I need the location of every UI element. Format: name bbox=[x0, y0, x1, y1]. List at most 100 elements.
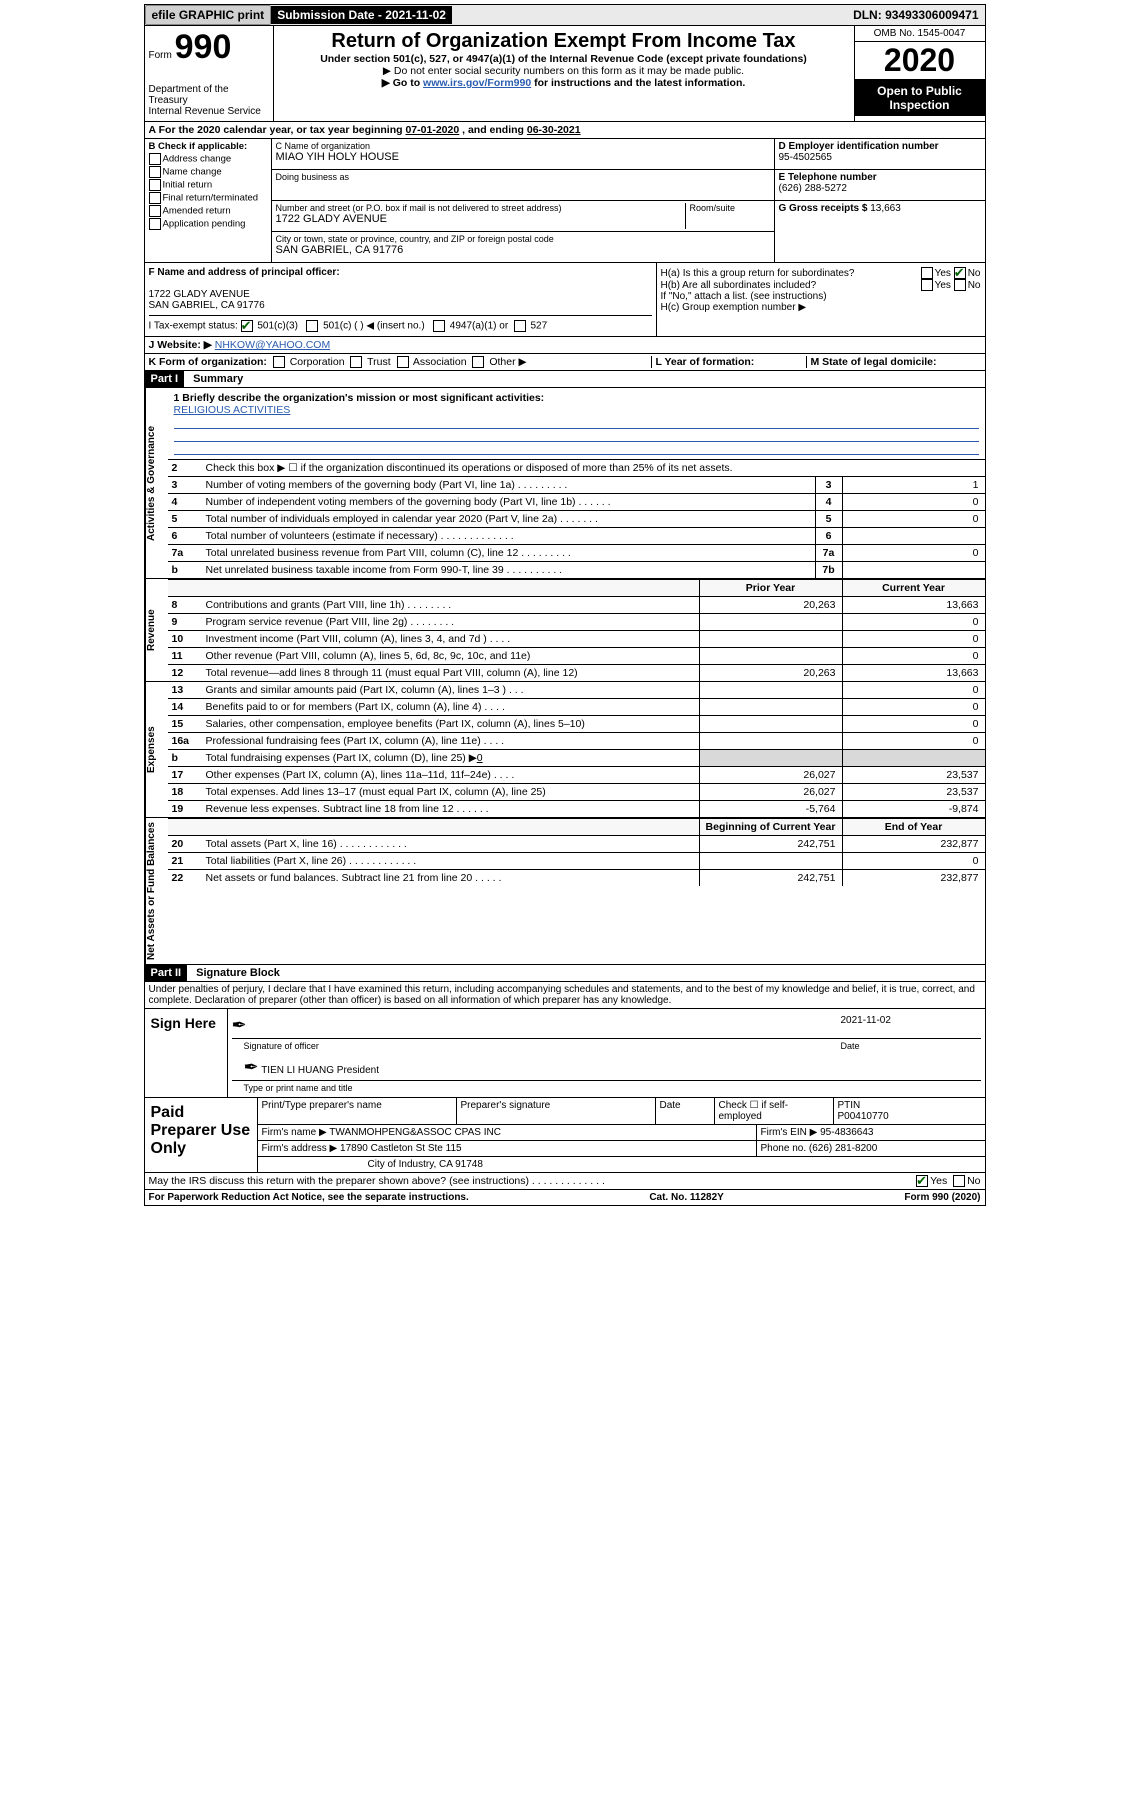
tax-year: 2020 bbox=[855, 42, 985, 80]
tel-label: E Telephone number bbox=[779, 172, 877, 183]
public-inspection: Open to Public Inspection bbox=[855, 80, 985, 116]
firm-name-label: Firm's name ▶ bbox=[262, 1127, 330, 1138]
cb-final-return[interactable]: Final return/terminated bbox=[149, 192, 267, 204]
discuss-text: May the IRS discuss this return with the… bbox=[149, 1175, 917, 1187]
website-link[interactable]: NHKOW@YAHOO.COM bbox=[215, 339, 330, 351]
form-number: 990 bbox=[175, 28, 232, 66]
room-label: Room/suite bbox=[690, 203, 770, 213]
box-m-label: M State of legal domicile: bbox=[811, 356, 937, 368]
firm-addr1: 17890 Castleton St Ste 115 bbox=[340, 1143, 462, 1154]
gross-label: G Gross receipts $ bbox=[779, 203, 871, 214]
name-title-label: Type or print name and title bbox=[232, 1083, 981, 1093]
cb-4947[interactable] bbox=[433, 320, 445, 332]
form-title: Return of Organization Exempt From Incom… bbox=[278, 30, 850, 53]
line-22: Net assets or fund balances. Subtract li… bbox=[202, 870, 699, 886]
footer-mid: Cat. No. 11282Y bbox=[649, 1192, 723, 1203]
cb-trust[interactable] bbox=[350, 356, 362, 368]
cb-hb-yes[interactable] bbox=[921, 279, 933, 291]
ptin-label: PTIN bbox=[838, 1100, 861, 1111]
firm-name: TWANMOHPENG&ASSOC CPAS INC bbox=[329, 1127, 501, 1138]
city-value: SAN GABRIEL, CA 91776 bbox=[276, 244, 770, 256]
cb-501c-other[interactable] bbox=[306, 320, 318, 332]
line-16b: Total fundraising expenses (Part IX, col… bbox=[202, 750, 699, 766]
firm-addr-label: Firm's address ▶ bbox=[262, 1143, 341, 1154]
cb-app-pending[interactable]: Application pending bbox=[149, 218, 267, 230]
ssn-note: ▶ Do not enter social security numbers o… bbox=[278, 65, 850, 77]
cb-amended[interactable]: Amended return bbox=[149, 205, 267, 217]
ptin-value: P00410770 bbox=[838, 1111, 889, 1122]
revenue-section: Revenue Prior YearCurrent Year 8Contribu… bbox=[145, 579, 985, 682]
line-16a: Professional fundraising fees (Part IX, … bbox=[202, 733, 699, 749]
line-20: Total assets (Part X, line 16) . . . . .… bbox=[202, 836, 699, 852]
irs-link[interactable]: www.irs.gov/Form990 bbox=[423, 77, 531, 89]
tax-period: A For the 2020 calendar year, or tax yea… bbox=[145, 122, 985, 139]
top-bar: efile GRAPHIC print Submission Date - 20… bbox=[145, 5, 985, 26]
paid-preparer-label: Paid Preparer Use Only bbox=[145, 1098, 258, 1172]
firm-phone: (626) 281-8200 bbox=[809, 1143, 877, 1154]
part2-header: Part II Signature Block bbox=[145, 965, 985, 982]
hb-label: H(b) Are all subordinates included? bbox=[661, 280, 921, 291]
cb-501c3[interactable] bbox=[241, 320, 253, 332]
cb-discuss-yes[interactable] bbox=[916, 1175, 928, 1187]
efile-print-button[interactable]: efile GRAPHIC print bbox=[145, 5, 272, 25]
line-13: Grants and similar amounts paid (Part IX… bbox=[202, 682, 699, 698]
box-k-label: K Form of organization: bbox=[149, 356, 267, 368]
ha-label: H(a) Is this a group return for subordin… bbox=[661, 268, 921, 279]
form-org-row: K Form of organization: Corporation Trus… bbox=[145, 354, 985, 371]
penalties-text: Under penalties of perjury, I declare th… bbox=[145, 982, 985, 1009]
expenses-section: Expenses 13Grants and similar amounts pa… bbox=[145, 682, 985, 818]
dept-treasury: Department of the Treasury bbox=[149, 84, 269, 106]
side-label-governance: Activities & Governance bbox=[145, 388, 168, 578]
prep-date-label: Date bbox=[656, 1098, 715, 1124]
dba-label: Doing business as bbox=[276, 172, 770, 182]
line-18: Total expenses. Add lines 13–17 (must eq… bbox=[202, 784, 699, 800]
ein-value: 95-4502565 bbox=[779, 152, 832, 163]
cb-527[interactable] bbox=[514, 320, 526, 332]
box-i-label: I Tax-exempt status: bbox=[149, 321, 238, 332]
side-label-revenue: Revenue bbox=[145, 579, 168, 681]
line-3-val: 1 bbox=[842, 477, 985, 493]
gross-value: 13,663 bbox=[870, 203, 901, 214]
org-name-label: C Name of organization bbox=[276, 141, 770, 151]
hdr-begin-year: Beginning of Current Year bbox=[699, 819, 842, 835]
discuss-row: May the IRS discuss this return with the… bbox=[145, 1173, 985, 1190]
line-7b: Net unrelated business taxable income fr… bbox=[202, 562, 815, 578]
line-6: Total number of volunteers (estimate if … bbox=[202, 528, 815, 544]
cb-name-change[interactable]: Name change bbox=[149, 166, 267, 178]
cb-assoc[interactable] bbox=[397, 356, 409, 368]
paid-preparer-block: Paid Preparer Use Only Print/Type prepar… bbox=[145, 1098, 985, 1173]
hdr-end-year: End of Year bbox=[842, 819, 985, 835]
prep-sig-label: Preparer's signature bbox=[457, 1098, 656, 1124]
line-5-val: 0 bbox=[842, 511, 985, 527]
box-f-label: F Name and address of principal officer: bbox=[149, 267, 340, 278]
cb-ha-no[interactable] bbox=[954, 267, 966, 279]
line-10: Investment income (Part VIII, column (A)… bbox=[202, 631, 699, 647]
cb-hb-no[interactable] bbox=[954, 279, 966, 291]
box-b-label: B Check if applicable: bbox=[149, 141, 248, 152]
prep-self-employed[interactable]: Check ☐ if self-employed bbox=[715, 1098, 834, 1124]
cb-address-change[interactable]: Address change bbox=[149, 153, 267, 165]
form-990-page: efile GRAPHIC print Submission Date - 20… bbox=[144, 4, 986, 1206]
line-7a-val: 0 bbox=[842, 545, 985, 561]
mission-text: RELIGIOUS ACTIVITIES bbox=[174, 404, 291, 416]
sig-date-label: Date bbox=[841, 1041, 981, 1051]
dln: DLN: 93493306009471 bbox=[847, 6, 984, 24]
form-label: Form bbox=[149, 50, 172, 61]
part1-header: Part I Summary bbox=[145, 371, 985, 388]
form-subtitle: Under section 501(c), 527, or 4947(a)(1)… bbox=[278, 53, 850, 65]
officer-group-row: F Name and address of principal officer:… bbox=[145, 263, 985, 337]
line-3: Number of voting members of the governin… bbox=[202, 477, 815, 493]
line-14: Benefits paid to or for members (Part IX… bbox=[202, 699, 699, 715]
cb-corp[interactable] bbox=[273, 356, 285, 368]
line-2: Check this box ▶ ☐ if the organization d… bbox=[202, 460, 985, 476]
tel-value: (626) 288-5272 bbox=[779, 183, 847, 194]
cb-ha-yes[interactable] bbox=[921, 267, 933, 279]
cb-initial-return[interactable]: Initial return bbox=[149, 179, 267, 191]
line-8: Contributions and grants (Part VIII, lin… bbox=[202, 597, 699, 613]
cb-other[interactable] bbox=[472, 356, 484, 368]
line-15: Salaries, other compensation, employee b… bbox=[202, 716, 699, 732]
line-5: Total number of individuals employed in … bbox=[202, 511, 815, 527]
cb-discuss-no[interactable] bbox=[953, 1175, 965, 1187]
firm-ein: 95-4836643 bbox=[820, 1127, 873, 1138]
line-11: Other revenue (Part VIII, column (A), li… bbox=[202, 648, 699, 664]
